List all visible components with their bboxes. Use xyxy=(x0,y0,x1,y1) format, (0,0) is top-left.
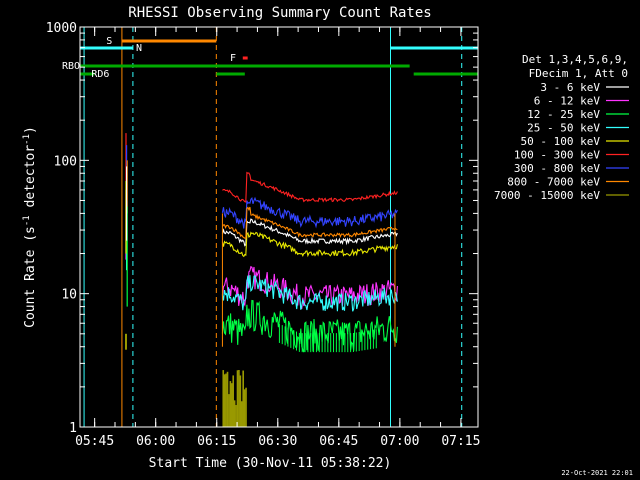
plot-frame xyxy=(79,26,479,428)
series-line-5 xyxy=(222,171,398,203)
x-tick-label: 06:45 xyxy=(319,434,358,449)
x-axis-label: Start Time (30-Nov-11 05:38:22) xyxy=(149,456,392,471)
legend-entry-label: 50 - 100 keV xyxy=(521,135,601,148)
y-label-sup1: -1 xyxy=(22,215,32,226)
series-line-4 xyxy=(221,231,398,258)
y-tick-label: 1000 xyxy=(46,21,77,36)
footer-date: 22-Oct-2021 22:01 xyxy=(561,469,633,477)
legend-entry-label: 7000 - 15000 keV xyxy=(494,189,600,202)
flag-label-f: F xyxy=(230,53,236,64)
y-label-part1: Count Rate (s xyxy=(23,226,38,328)
x-tick-label: 06:15 xyxy=(197,434,236,449)
legend-entry-label: 12 - 25 keV xyxy=(527,108,600,121)
legend-entry-label: 25 - 50 keV xyxy=(527,122,600,135)
series-line-2 xyxy=(221,299,398,353)
flag-label-n: N xyxy=(136,43,142,54)
y-label-part2: detector xyxy=(23,145,38,216)
legend-entry-label: 3 - 6 keV xyxy=(540,81,600,94)
flag-label-rd6: RD6 xyxy=(91,69,109,80)
flag-label-s: S xyxy=(106,36,112,47)
y-tick-label: 1 xyxy=(69,421,77,436)
series-line-3 xyxy=(221,275,398,312)
y-tick-label: 10 xyxy=(61,288,77,303)
y-axis-label: Count Rate (s-1 detector-1) xyxy=(22,126,38,328)
legend-entry-label: 800 - 7000 keV xyxy=(507,176,600,189)
plot-layer: S N RBO RD6 F xyxy=(62,27,478,427)
legend-entry-label: 100 - 300 keV xyxy=(514,149,600,162)
x-tick-label: 06:00 xyxy=(136,434,175,449)
axes: 1 10 100 1000 05:45 06:00 06:15 06:30 06:45 07:00… xyxy=(46,21,481,449)
legend-entry-label: 300 - 800 keV xyxy=(514,162,600,175)
legend: Det 1,3,4,5,6,9, FDecim 1, Att 0 3 - 6 k… xyxy=(494,53,629,202)
y-label-sup2: -1 xyxy=(22,134,32,145)
legend-header-line1: Det 1,3,4,5,6,9, xyxy=(522,53,628,66)
x-tick-label: 05:45 xyxy=(75,434,114,449)
flag-label-rbo: RBO xyxy=(62,61,80,72)
x-tick-label: 07:00 xyxy=(380,434,419,449)
x-tick-label: 07:15 xyxy=(441,434,480,449)
series-line-0 xyxy=(221,218,398,247)
y-label-part3: ) xyxy=(23,126,38,134)
y-tick-label: 100 xyxy=(54,154,77,169)
legend-entry-label: 6 - 12 keV xyxy=(534,95,601,108)
legend-header-line2: FDecim 1, Att 0 xyxy=(529,67,628,80)
chart-title: RHESSI Observing Summary Count Rates xyxy=(128,5,431,21)
series-line-6 xyxy=(221,196,398,229)
x-tick-label: 06:30 xyxy=(258,434,297,449)
series-line-7 xyxy=(221,206,398,239)
